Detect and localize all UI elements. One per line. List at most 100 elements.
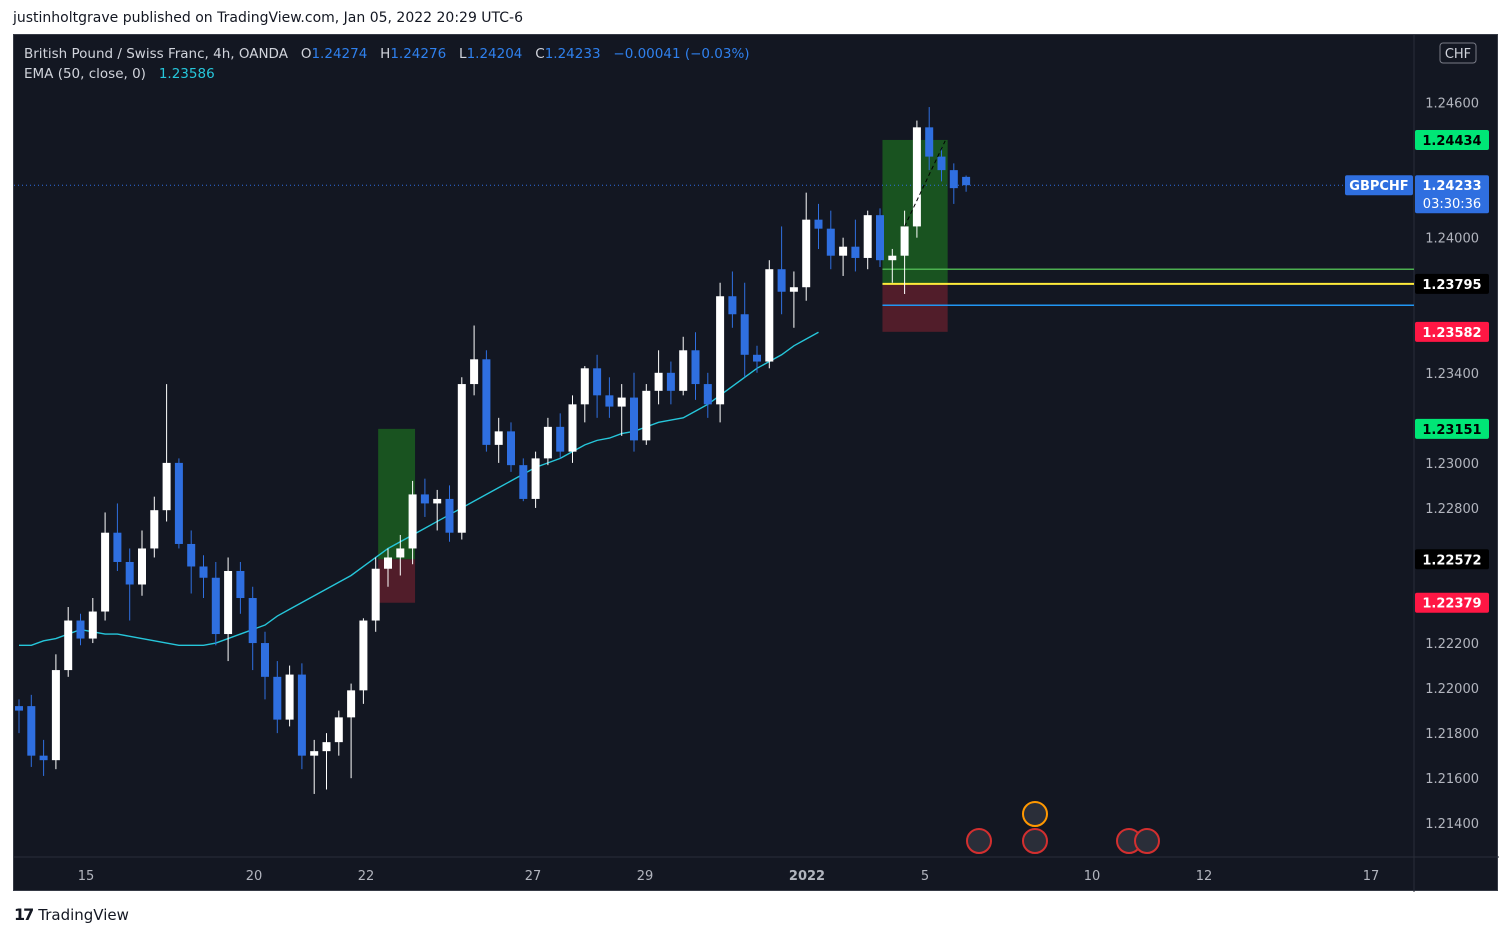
price-label-stop[interactable] [1415,592,1489,613]
stop-zone[interactable] [378,559,416,603]
candle-body[interactable] [888,255,897,261]
candle-body[interactable] [666,372,675,391]
candle-body[interactable] [236,570,245,599]
legend-low: 1.24204 [466,46,523,62]
price-label-entry[interactable] [1415,273,1489,294]
candle-body[interactable] [261,643,269,677]
candle-body[interactable] [642,390,651,441]
candle-body[interactable] [396,548,405,558]
price-label-entry[interactable] [1415,549,1489,570]
price-label-target[interactable] [1415,129,1489,150]
candle-body[interactable] [76,620,85,639]
candle-body[interactable] [371,568,380,621]
candle-body[interactable] [334,717,343,743]
candle-body[interactable] [248,598,257,644]
candle-body[interactable] [125,561,134,585]
candle-body[interactable] [962,176,971,186]
candle-body[interactable] [27,706,36,756]
candle-body[interactable] [593,368,602,396]
legend-ema-label[interactable]: EMA (50, close, 0) [24,66,146,82]
uk-flag-event-icon[interactable] [1134,828,1160,854]
published-header: justinholtgrave published on TradingView… [13,10,524,26]
candle-body[interactable] [937,156,946,171]
ema-line[interactable] [19,331,819,647]
candle-body[interactable] [691,350,700,385]
candle-body[interactable] [531,458,540,499]
candle-body[interactable] [101,532,110,612]
candle-body[interactable] [925,127,934,157]
uk-flag-event-icon[interactable] [966,828,992,854]
candle-body[interactable] [174,462,183,544]
price-label-stop[interactable] [1415,321,1489,342]
candle-body[interactable] [51,670,60,761]
candle-body[interactable] [273,676,282,720]
chart-frame[interactable]: 1.24600 1.24000 1.23400 1.23000 1.22800 1.222… [13,34,1499,892]
candle-body[interactable] [900,226,909,256]
symbol-badge[interactable] [1345,175,1413,196]
candle-body[interactable] [703,384,712,405]
candle-body[interactable] [556,426,565,452]
candle-body[interactable] [519,465,528,499]
candle-body[interactable] [347,690,356,718]
candle-body[interactable] [162,462,171,511]
candle-body[interactable] [322,742,331,752]
price-label-target[interactable] [1415,418,1489,439]
legend-symbol[interactable]: British Pound / Swiss Franc, 4h, OANDA [24,46,288,62]
uk-flag-event-icon[interactable] [1022,828,1048,854]
candle-body[interactable] [876,215,884,261]
candle-body[interactable] [630,397,638,441]
candle-body[interactable] [310,751,319,756]
stop-zone[interactable] [882,283,948,332]
candle-body[interactable] [863,215,872,258]
candle-body[interactable] [150,510,159,549]
candle-body[interactable] [457,384,466,533]
candle-body[interactable] [420,494,429,504]
candle-body[interactable] [839,246,848,256]
candle-body[interactable] [470,359,479,385]
candle-body[interactable] [482,359,491,445]
candle-body[interactable] [445,498,454,533]
candle-body[interactable] [605,395,614,407]
candle-body[interactable] [88,611,97,639]
candle-body[interactable] [777,269,786,292]
candle-body[interactable] [39,755,48,761]
candle-body[interactable] [211,577,220,635]
candle-body[interactable] [728,296,737,315]
candle-body[interactable] [789,287,798,292]
candle-body[interactable] [617,397,626,407]
candle-body[interactable] [826,228,835,256]
candle-body[interactable] [285,674,294,720]
candle-body[interactable] [568,404,577,452]
candle-body[interactable] [113,532,122,562]
candle-body[interactable] [814,219,823,229]
candle-body[interactable] [494,431,503,445]
candle-body[interactable] [408,494,417,549]
candle-body[interactable] [187,543,196,567]
candle-body[interactable] [654,372,663,391]
last-price-badge[interactable] [1415,175,1489,214]
candle-body[interactable] [716,296,725,405]
candle-body[interactable] [138,548,146,585]
candle-body[interactable] [384,557,392,569]
candle-body[interactable] [912,127,921,227]
candle-body[interactable] [359,620,368,691]
candle-body[interactable] [851,246,860,258]
candle-body[interactable] [64,620,73,671]
candle-body[interactable] [199,566,208,578]
candle-body[interactable] [949,170,958,189]
candle-body[interactable] [740,314,749,355]
candle-body[interactable] [15,706,23,711]
swiss-flag-event-icon[interactable] [1022,801,1048,827]
candle-body[interactable] [543,426,552,459]
candle-body[interactable] [297,674,306,756]
candle-body[interactable] [802,219,811,288]
candle-body[interactable] [224,570,233,635]
candle-body[interactable] [765,269,774,362]
candle-body[interactable] [433,498,442,504]
candle-body[interactable] [679,350,688,391]
currency-button[interactable] [1439,42,1477,64]
candle-body[interactable] [507,431,515,466]
candlestick-chart[interactable]: 1.24600 1.24000 1.23400 1.23000 1.22800 1.222… [14,35,1499,892]
candle-body[interactable] [580,368,589,405]
candle-body[interactable] [753,354,761,362]
